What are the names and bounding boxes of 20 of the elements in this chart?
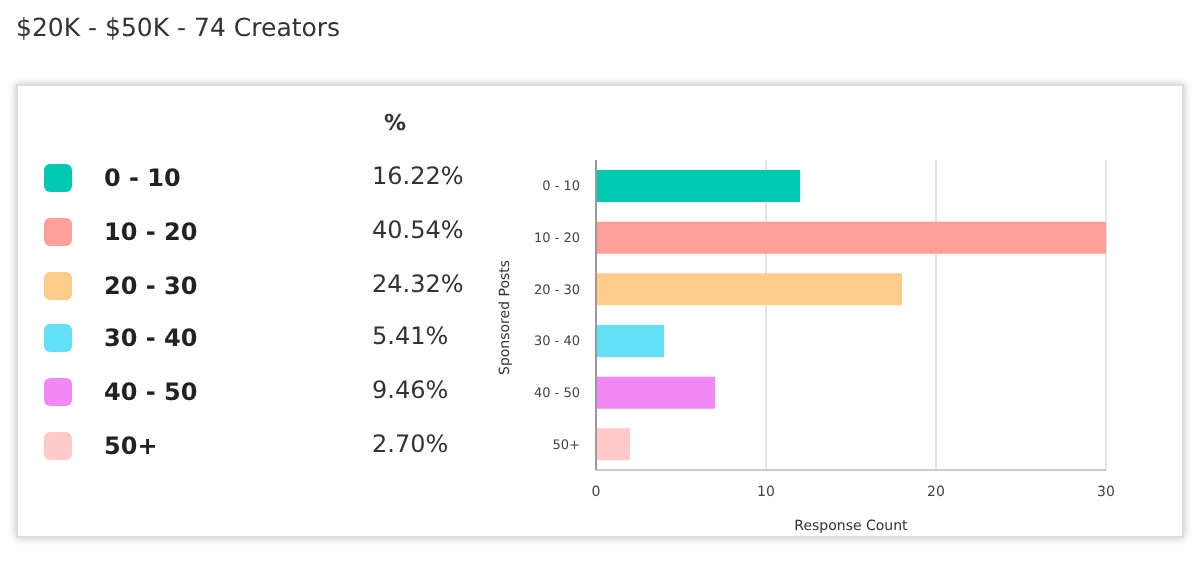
text: $20K - $50K - 74 Creators xyxy=(16,12,341,42)
category-label: 50+ xyxy=(104,432,158,460)
bar xyxy=(596,221,1106,254)
category-label: 20 - 30 xyxy=(104,271,198,300)
text: 2.70% xyxy=(372,430,449,458)
category-label: 10 - 20 xyxy=(104,217,198,246)
text: 16.22% xyxy=(372,162,464,190)
category-label: 40 - 50 xyxy=(104,378,198,407)
text: 24.32% xyxy=(372,269,464,298)
text: 40.54% xyxy=(372,215,464,244)
legend-title: % xyxy=(384,110,407,136)
bar xyxy=(596,325,664,357)
text: 5.41% xyxy=(372,322,449,351)
text: 9.46% xyxy=(372,376,449,405)
bar xyxy=(596,273,902,306)
bar xyxy=(596,170,800,202)
bar xyxy=(596,376,715,409)
category-label: 0 - 10 xyxy=(104,164,181,192)
bar xyxy=(596,428,630,461)
category-label: 30 - 40 xyxy=(104,324,198,353)
